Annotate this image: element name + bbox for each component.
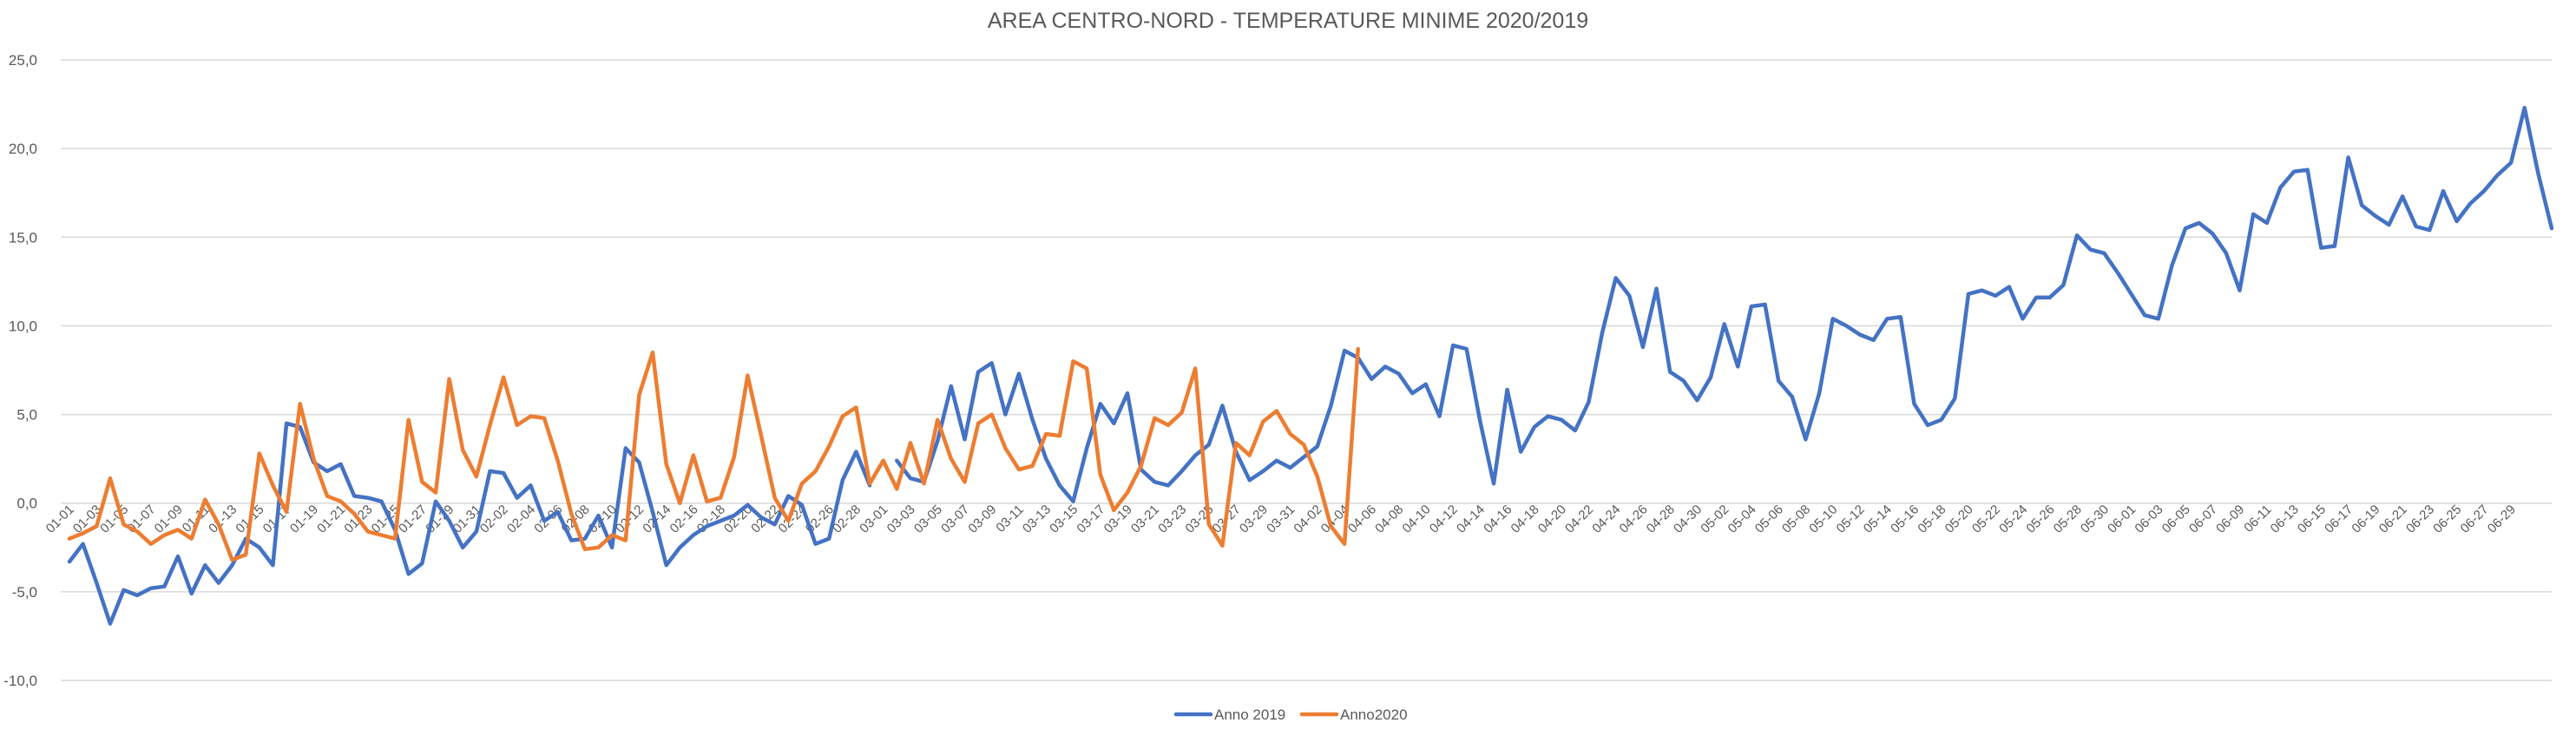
x-tick-label: 05-18 xyxy=(1915,503,1948,536)
x-tick-label: 04-18 xyxy=(1508,503,1542,536)
x-tick-label: 06-09 xyxy=(2213,503,2247,536)
x-tick-label: 03-05 xyxy=(911,503,945,536)
x-tick-label: 04-08 xyxy=(1372,503,1406,536)
x-tick-label: 05-02 xyxy=(1698,503,1732,536)
x-tick-label: 06-19 xyxy=(2349,503,2383,536)
x-tick-label: 03-07 xyxy=(938,503,972,536)
x-tick-label: 06-23 xyxy=(2403,503,2437,536)
x-tick-label: 05-30 xyxy=(2078,503,2112,536)
y-tick-label: -5,0 xyxy=(12,584,37,601)
x-tick-label: 06-13 xyxy=(2268,503,2302,536)
x-tick-label: 01-27 xyxy=(396,503,430,536)
x-tick-label: 04-14 xyxy=(1454,503,1488,536)
x-tick-label: 06-11 xyxy=(2241,503,2274,536)
x-tick-label: 03-29 xyxy=(1237,503,1271,536)
y-axis-tick-labels: -10,0 -5,0 0,0 5,0 10,0 15,0 20,0 25,0 xyxy=(3,52,37,689)
x-tick-label: 05-04 xyxy=(1725,503,1759,536)
x-tick-label: 03-21 xyxy=(1128,503,1162,536)
y-tick-label: 5,0 xyxy=(16,407,37,424)
series-layer xyxy=(67,105,2554,626)
x-tick-label: 05-06 xyxy=(1752,503,1786,536)
x-tick-label: 05-20 xyxy=(1942,503,1976,536)
x-tick-label: 02-04 xyxy=(504,503,538,536)
x-tick-label: 06-07 xyxy=(2186,503,2220,536)
series-line-anno-2019 xyxy=(67,105,2554,626)
x-tick-label: 04-26 xyxy=(1617,503,1651,536)
x-tick-label: 05-14 xyxy=(1861,503,1895,536)
y-tick-label: 10,0 xyxy=(9,318,37,334)
x-tick-label: 04-12 xyxy=(1427,503,1461,536)
x-tick-label: 03-23 xyxy=(1155,503,1189,536)
x-tick-label: 04-02 xyxy=(1291,503,1324,536)
x-tick-label: 05-24 xyxy=(1996,503,2030,536)
x-axis-tick-labels: 01-0101-0301-0501-0701-0901-1101-1301-15… xyxy=(43,503,2519,536)
x-tick-label: 06-25 xyxy=(2430,503,2464,536)
x-tick-label: 02-16 xyxy=(667,503,701,536)
x-tick-label: 01-19 xyxy=(287,503,321,536)
x-tick-label: 06-03 xyxy=(2132,503,2165,536)
series-line-anno-2020 xyxy=(67,346,1360,562)
legend-label: Anno 2019 xyxy=(1214,706,1285,723)
x-tick-label: 06-15 xyxy=(2295,503,2329,536)
x-tick-label: 03-03 xyxy=(884,503,918,536)
x-tick-label: 05-22 xyxy=(1969,503,2003,536)
x-tick-label: 04-10 xyxy=(1400,503,1434,536)
grid-layer xyxy=(61,59,2552,681)
x-tick-label: 03-31 xyxy=(1264,503,1298,536)
x-tick-label: 03-09 xyxy=(965,503,999,536)
x-tick-label: 01-01 xyxy=(43,503,77,536)
x-tick-label: 01-07 xyxy=(124,503,158,536)
x-tick-label: 03-11 xyxy=(993,503,1026,536)
x-tick-label: 05-26 xyxy=(2023,503,2057,536)
x-tick-label: 05-28 xyxy=(2051,503,2085,536)
x-tick-label: 03-01 xyxy=(857,503,890,536)
x-tick-label: 06-01 xyxy=(2105,503,2139,536)
y-tick-label: 25,0 xyxy=(9,52,37,69)
legend: Anno 2019 Anno2020 xyxy=(1173,706,1408,723)
x-tick-label: 04-22 xyxy=(1562,503,1596,536)
x-tick-label: 05-10 xyxy=(1806,503,1840,536)
chart-title: AREA CENTRO-NORD - TEMPERATURE MINIME 20… xyxy=(987,9,1589,33)
y-tick-label: 0,0 xyxy=(16,496,37,512)
y-tick-label: 15,0 xyxy=(9,229,37,246)
x-tick-label: 06-29 xyxy=(2485,503,2519,536)
x-tick-label: 03-15 xyxy=(1047,503,1081,536)
x-tick-label: 06-21 xyxy=(2376,503,2410,536)
x-tick-label: 06-27 xyxy=(2458,503,2492,536)
y-tick-label: -10,0 xyxy=(3,673,37,689)
x-tick-label: 06-05 xyxy=(2159,503,2193,536)
x-tick-label: 05-08 xyxy=(1779,503,1813,536)
x-tick-label: 04-24 xyxy=(1589,503,1623,536)
x-tick-label: 01-21 xyxy=(314,503,348,536)
x-tick-label: 03-17 xyxy=(1074,503,1107,536)
x-tick-label: 03-13 xyxy=(1020,503,1054,536)
x-tick-label: 05-12 xyxy=(1834,503,1868,536)
y-tick-label: 20,0 xyxy=(9,141,37,157)
x-tick-label: 04-20 xyxy=(1535,503,1569,536)
x-tick-label: 04-28 xyxy=(1644,503,1678,536)
x-tick-label: 04-30 xyxy=(1671,503,1705,536)
x-tick-label: 04-06 xyxy=(1345,503,1379,536)
x-tick-label: 04-16 xyxy=(1481,503,1515,536)
x-tick-label: 06-17 xyxy=(2322,503,2356,536)
x-tick-label: 05-16 xyxy=(1888,503,1922,536)
legend-label: Anno2020 xyxy=(1340,706,1408,723)
